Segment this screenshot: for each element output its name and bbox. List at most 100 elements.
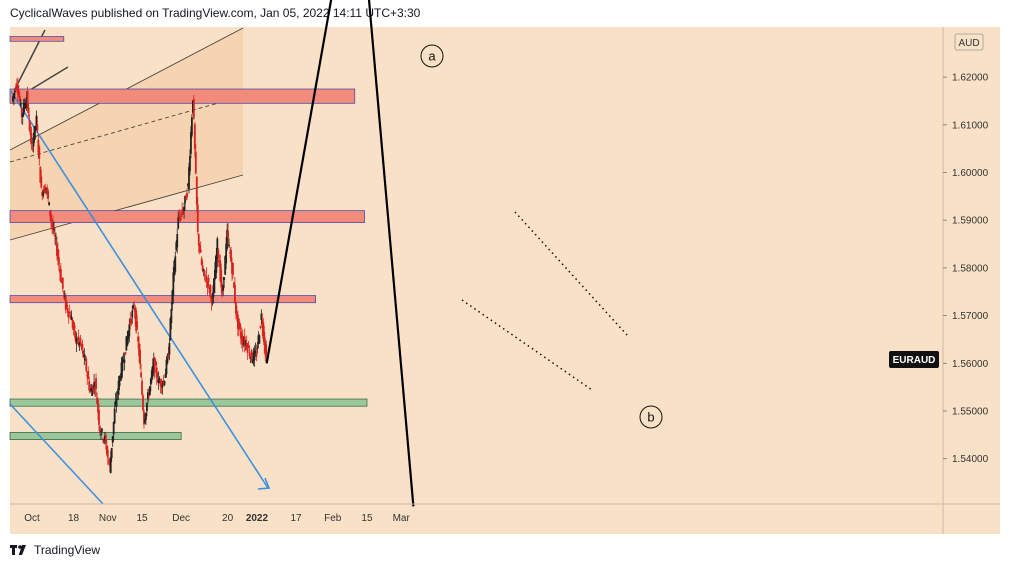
candle-body (94, 388, 96, 390)
candle-body (217, 249, 220, 258)
candle-body (235, 312, 238, 317)
candle-body (221, 285, 224, 293)
candle-body (213, 278, 216, 294)
candle-body (52, 223, 54, 230)
candle-body (218, 260, 221, 267)
candle-body (208, 286, 211, 294)
y-tick-label: 1.62000 (952, 73, 989, 84)
candle-body (137, 336, 140, 342)
candle-body (110, 447, 113, 458)
candle-body (150, 370, 153, 378)
candle-body (88, 380, 91, 391)
candle-body (135, 310, 138, 332)
candle-body (228, 244, 230, 247)
tradingview-logo-icon (10, 545, 26, 555)
candle-body (249, 357, 252, 359)
candle-body (29, 130, 32, 135)
candle-body (102, 438, 104, 441)
wave-label-b: b (647, 410, 654, 425)
x-tick-label: Nov (99, 513, 117, 524)
candle-body (30, 133, 33, 145)
candle-body (248, 352, 251, 357)
candle-body (158, 381, 161, 383)
candle-body (223, 277, 226, 280)
candle-body (160, 380, 163, 389)
candle-body (198, 245, 201, 252)
projection-path[interactable] (265, 0, 415, 507)
y-tick-label: 1.56000 (952, 359, 989, 370)
candle-body (226, 229, 229, 249)
candle-body (202, 269, 205, 271)
candle-body (69, 314, 72, 319)
candle-body (146, 392, 149, 400)
candle-body (263, 331, 266, 346)
horizontal-zones[interactable] (9, 36, 368, 441)
candle-body (26, 90, 29, 109)
candle-body (75, 337, 78, 344)
candle-body (172, 272, 175, 296)
candle-body (250, 350, 253, 362)
candle-body (73, 325, 76, 330)
candle-body (178, 215, 181, 219)
candle-body (80, 343, 83, 348)
parallel-channel[interactable] (9, 27, 244, 241)
blue-arrow-head (257, 477, 271, 490)
candle-body (244, 342, 247, 344)
candle-body (134, 307, 137, 319)
candle-body (143, 411, 145, 425)
candle-body (182, 211, 185, 214)
channel-handle (29, 66, 69, 91)
candle-body (173, 260, 176, 276)
candle-body (231, 262, 233, 274)
candle-body (149, 378, 152, 385)
candle-body (116, 391, 119, 394)
candle-body (113, 408, 116, 424)
candle-body (175, 242, 178, 251)
candle-body (39, 166, 42, 183)
candle-body (12, 96, 14, 102)
candle-body (216, 238, 219, 260)
candle-body (211, 297, 214, 299)
candle-body (176, 234, 179, 248)
candle-body (246, 344, 249, 353)
trend-lines[interactable] (9, 89, 271, 505)
currency-tag: AUD (954, 33, 984, 51)
candle-body (86, 374, 89, 377)
candle-body (130, 318, 133, 324)
x-tick-label: Dec (172, 513, 190, 524)
candle-body (48, 202, 51, 206)
candle-body (112, 421, 115, 435)
candle-body (262, 322, 265, 339)
candle-body (144, 419, 146, 423)
candle-body (141, 380, 143, 395)
candle-body (37, 139, 40, 153)
candle-body (260, 313, 263, 321)
candle-body (117, 380, 120, 395)
candle-body (241, 336, 244, 346)
candle-body (189, 155, 191, 172)
candle-body (225, 243, 228, 264)
candle-body (15, 83, 18, 86)
candle-body (25, 97, 28, 106)
candle-body (129, 319, 132, 324)
candle-body (233, 282, 235, 288)
candle-body (132, 305, 135, 309)
falling-wedge[interactable] (461, 211, 628, 391)
candle-body (162, 381, 165, 383)
candle-body (220, 269, 223, 288)
candle-body (159, 379, 162, 387)
candle-body (209, 285, 212, 293)
candle-body (34, 126, 37, 131)
candle-body (31, 147, 34, 149)
candle-body (127, 331, 130, 340)
x-tick-label: 20 (222, 513, 234, 524)
candle-body (187, 183, 189, 187)
candle-body (224, 256, 227, 275)
x-tick-label: 15 (361, 513, 373, 524)
candle-body (139, 349, 141, 365)
candle-body (255, 352, 258, 358)
candle-body (45, 187, 48, 189)
blue-trend-line (9, 89, 269, 489)
blue-trend-line (9, 403, 104, 505)
